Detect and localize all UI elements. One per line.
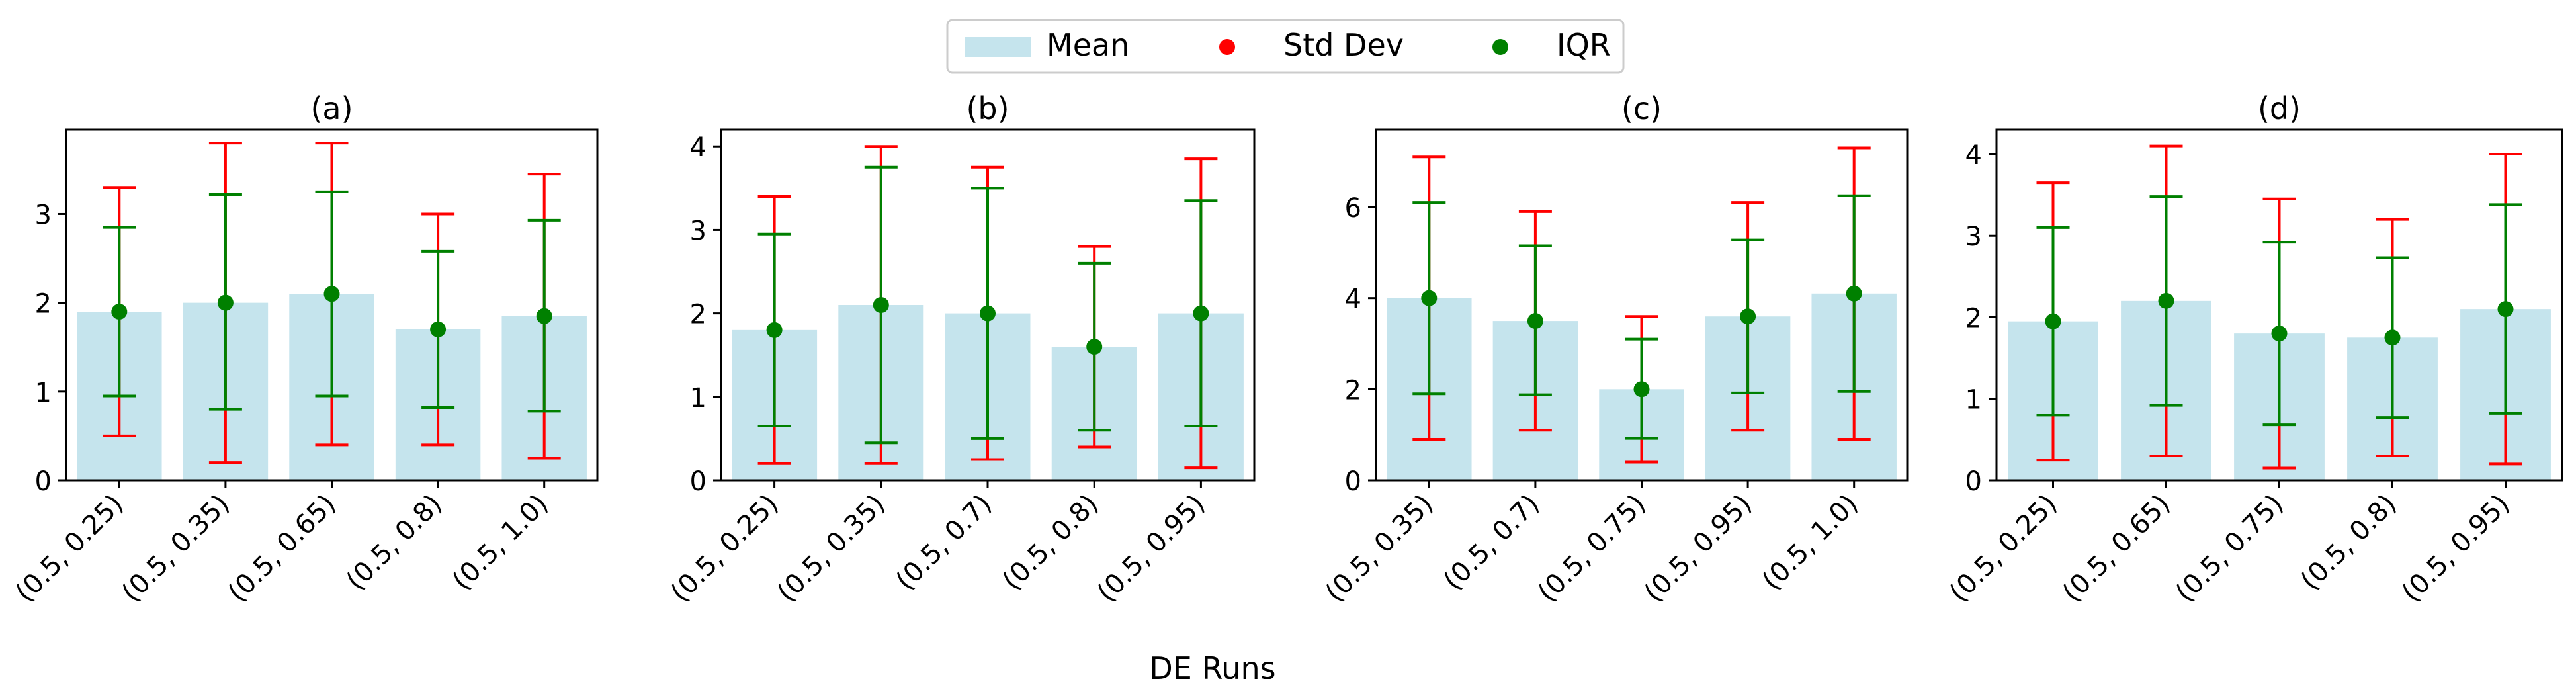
subplot-c-ytick-label: 4 [1345, 284, 1361, 315]
subplot-c-title: (c) [1621, 91, 1662, 126]
legend-mean-swatch [965, 37, 1031, 57]
subplot-d-median-point-1 [2045, 313, 2061, 329]
subplot-b-title: (b) [966, 91, 1009, 126]
subplot-c-ytick-label: 2 [1345, 375, 1361, 406]
subplot-a-median-point-4 [430, 321, 447, 337]
legend-mean-label: Mean [1047, 27, 1129, 63]
legend-iqr-marker [1492, 39, 1508, 55]
subplot-c-median-point-4 [1740, 308, 1756, 325]
legend-iqr-label: IQR [1557, 27, 1611, 63]
subplot-b-median-point-5 [1193, 305, 1209, 322]
subplot-c-median-point-5 [1846, 285, 1862, 302]
subplot-c-ytick-label: 0 [1345, 466, 1361, 497]
subplot-a-ytick-label: 1 [35, 378, 52, 408]
subplot-b-median-point-2 [873, 297, 889, 313]
subplot-d-ytick-label: 0 [1965, 466, 1982, 497]
subplot-b-ytick-label: 1 [690, 383, 707, 414]
subplot-a-title: (a) [310, 91, 353, 126]
subplot-c-median-point-3 [1633, 381, 1650, 398]
subplot-a-median-point-3 [323, 286, 340, 302]
subplot-d-ytick-label: 1 [1965, 385, 1982, 416]
subplot-b-ytick-label: 4 [690, 132, 707, 163]
subplot-d-ytick-label: 2 [1965, 303, 1982, 333]
subplot-d-ytick-label: 3 [1965, 222, 1982, 252]
subplot-a-ytick-label: 2 [35, 289, 52, 320]
subplot-a-median-point-2 [217, 294, 234, 311]
subplot-a-median-point-1 [111, 304, 128, 320]
subplot-d-ytick-label: 4 [1965, 140, 1982, 171]
subplot-a-ytick-label: 0 [35, 466, 52, 497]
subplot-d-title: (d) [2258, 91, 2301, 126]
legend-frame [946, 19, 1625, 74]
subplot-a-median-point-5 [536, 308, 552, 324]
legend-std-label: Std Dev [1283, 27, 1404, 63]
subplot-b-median-point-3 [980, 305, 996, 322]
subplot-b-ytick-label: 2 [690, 300, 707, 330]
subplot-d-median-point-3 [2271, 326, 2288, 342]
subplot-d-median-point-2 [2158, 292, 2174, 309]
subplot-d-median-point-4 [2384, 329, 2401, 346]
subplot-d-median-point-5 [2497, 301, 2514, 318]
figure-xlabel: DE Runs [1149, 650, 1275, 686]
subplot-c-ytick-label: 6 [1345, 193, 1361, 224]
subplot-c-median-point-1 [1421, 290, 1438, 306]
legend: Mean Std Dev IQR [946, 19, 1625, 74]
subplot-b-median-point-1 [766, 322, 783, 338]
subplot-a-ytick-label: 3 [35, 200, 52, 230]
legend-std-marker [1219, 39, 1235, 55]
subplot-c-median-point-2 [1527, 313, 1543, 329]
subplot-b-median-point-4 [1086, 339, 1103, 355]
subplot-b-ytick-label: 0 [690, 466, 707, 497]
subplot-b-ytick-label: 3 [690, 216, 707, 246]
